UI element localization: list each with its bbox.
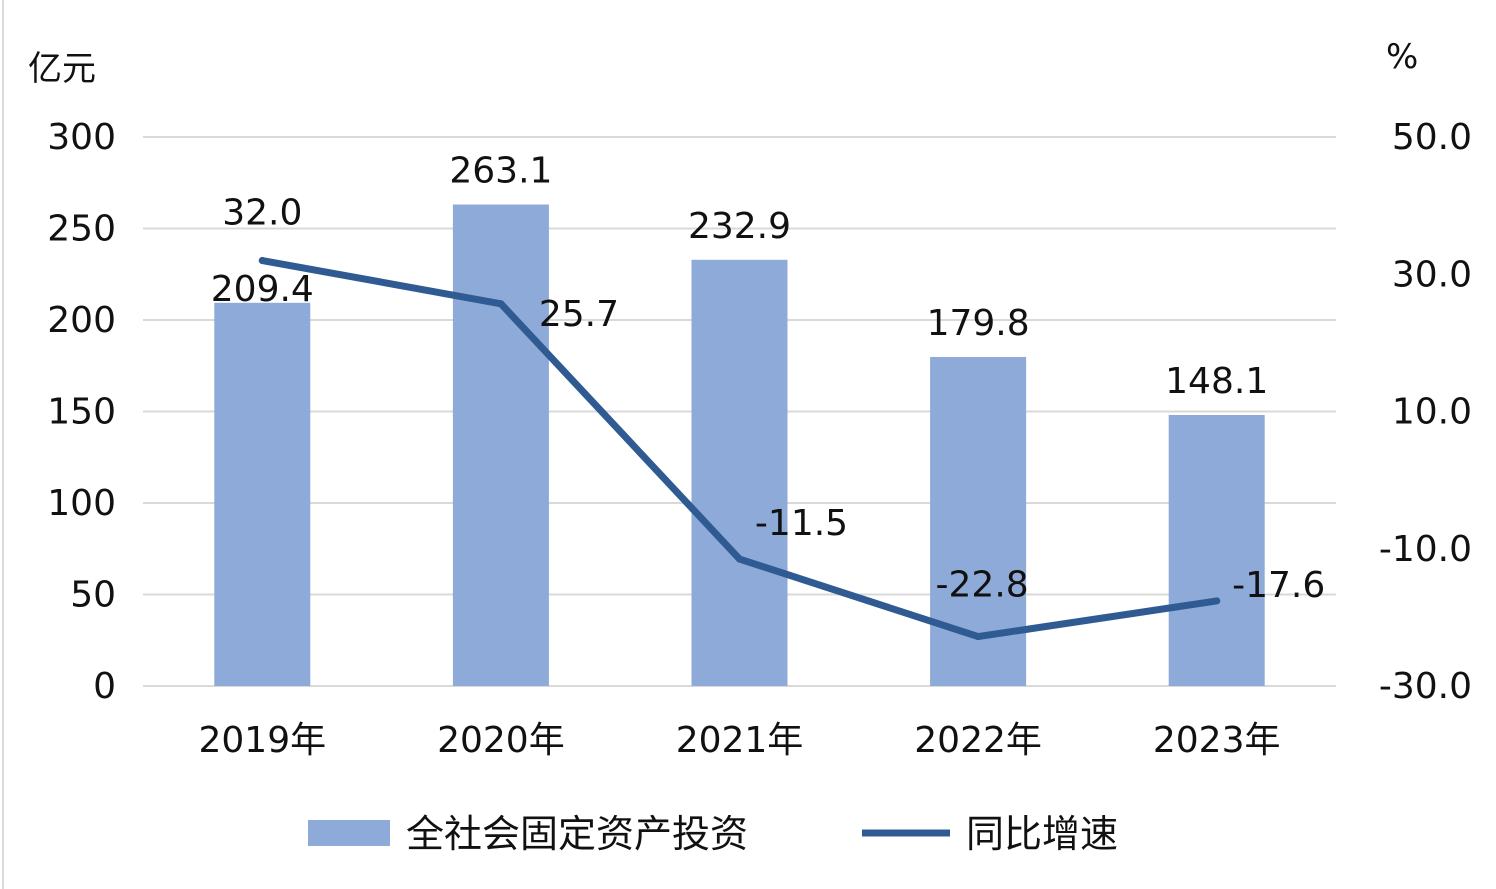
- left-tick-label: 250: [47, 209, 116, 250]
- legend-line-label: 同比增速: [966, 812, 1118, 856]
- category-label: 2023年: [1153, 720, 1281, 761]
- growth-point: [974, 633, 982, 641]
- left-border: [2, 0, 4, 889]
- bar-value-label: 232.9: [688, 206, 791, 247]
- right-tick-label: -30.0: [1379, 666, 1472, 707]
- bar-value-label: 209.4: [211, 269, 314, 310]
- growth-point: [736, 555, 743, 563]
- right-tick-label: 10.0: [1392, 392, 1472, 433]
- bar-value-label: 148.1: [1165, 361, 1268, 402]
- growth-point: [1213, 597, 1221, 605]
- growth-point: [497, 300, 505, 308]
- bar-2021年: [691, 259, 788, 686]
- bar-value-label: 263.1: [449, 151, 552, 192]
- category-label: 2019年: [198, 720, 326, 761]
- bar-2019年: [214, 302, 311, 686]
- category-label: 2021年: [676, 720, 804, 761]
- right-tick-label: 50.0: [1392, 117, 1472, 158]
- right-axis-unit: %: [1386, 37, 1418, 77]
- line-value-label: -11.5: [755, 503, 848, 544]
- left-tick-label: 300: [47, 117, 116, 158]
- bar-2020年: [452, 204, 549, 687]
- left-tick-label: 0: [93, 666, 116, 707]
- growth-point: [258, 257, 266, 265]
- legend-bar-swatch: [308, 820, 390, 846]
- left-tick-label: 50: [70, 575, 116, 616]
- category-label: 2020年: [437, 720, 565, 761]
- legend-bar-label: 全社会固定资产投资: [406, 812, 748, 856]
- right-tick-label: 30.0: [1392, 254, 1472, 295]
- line-value-label: -22.8: [936, 565, 1029, 606]
- left-tick-label: 100: [47, 483, 116, 524]
- bar-2023年: [1168, 414, 1265, 686]
- left-tick-label: 200: [47, 300, 116, 341]
- right-tick-label: -10.0: [1379, 529, 1472, 570]
- line-value-label: 25.7: [539, 294, 619, 335]
- bar-value-label: 179.8: [927, 303, 1030, 344]
- category-label: 2022年: [914, 720, 1042, 761]
- left-tick-label: 150: [47, 392, 116, 433]
- line-value-label: 32.0: [222, 193, 302, 234]
- left-axis-unit: 亿元: [28, 49, 96, 89]
- line-value-label: -17.6: [1232, 565, 1325, 606]
